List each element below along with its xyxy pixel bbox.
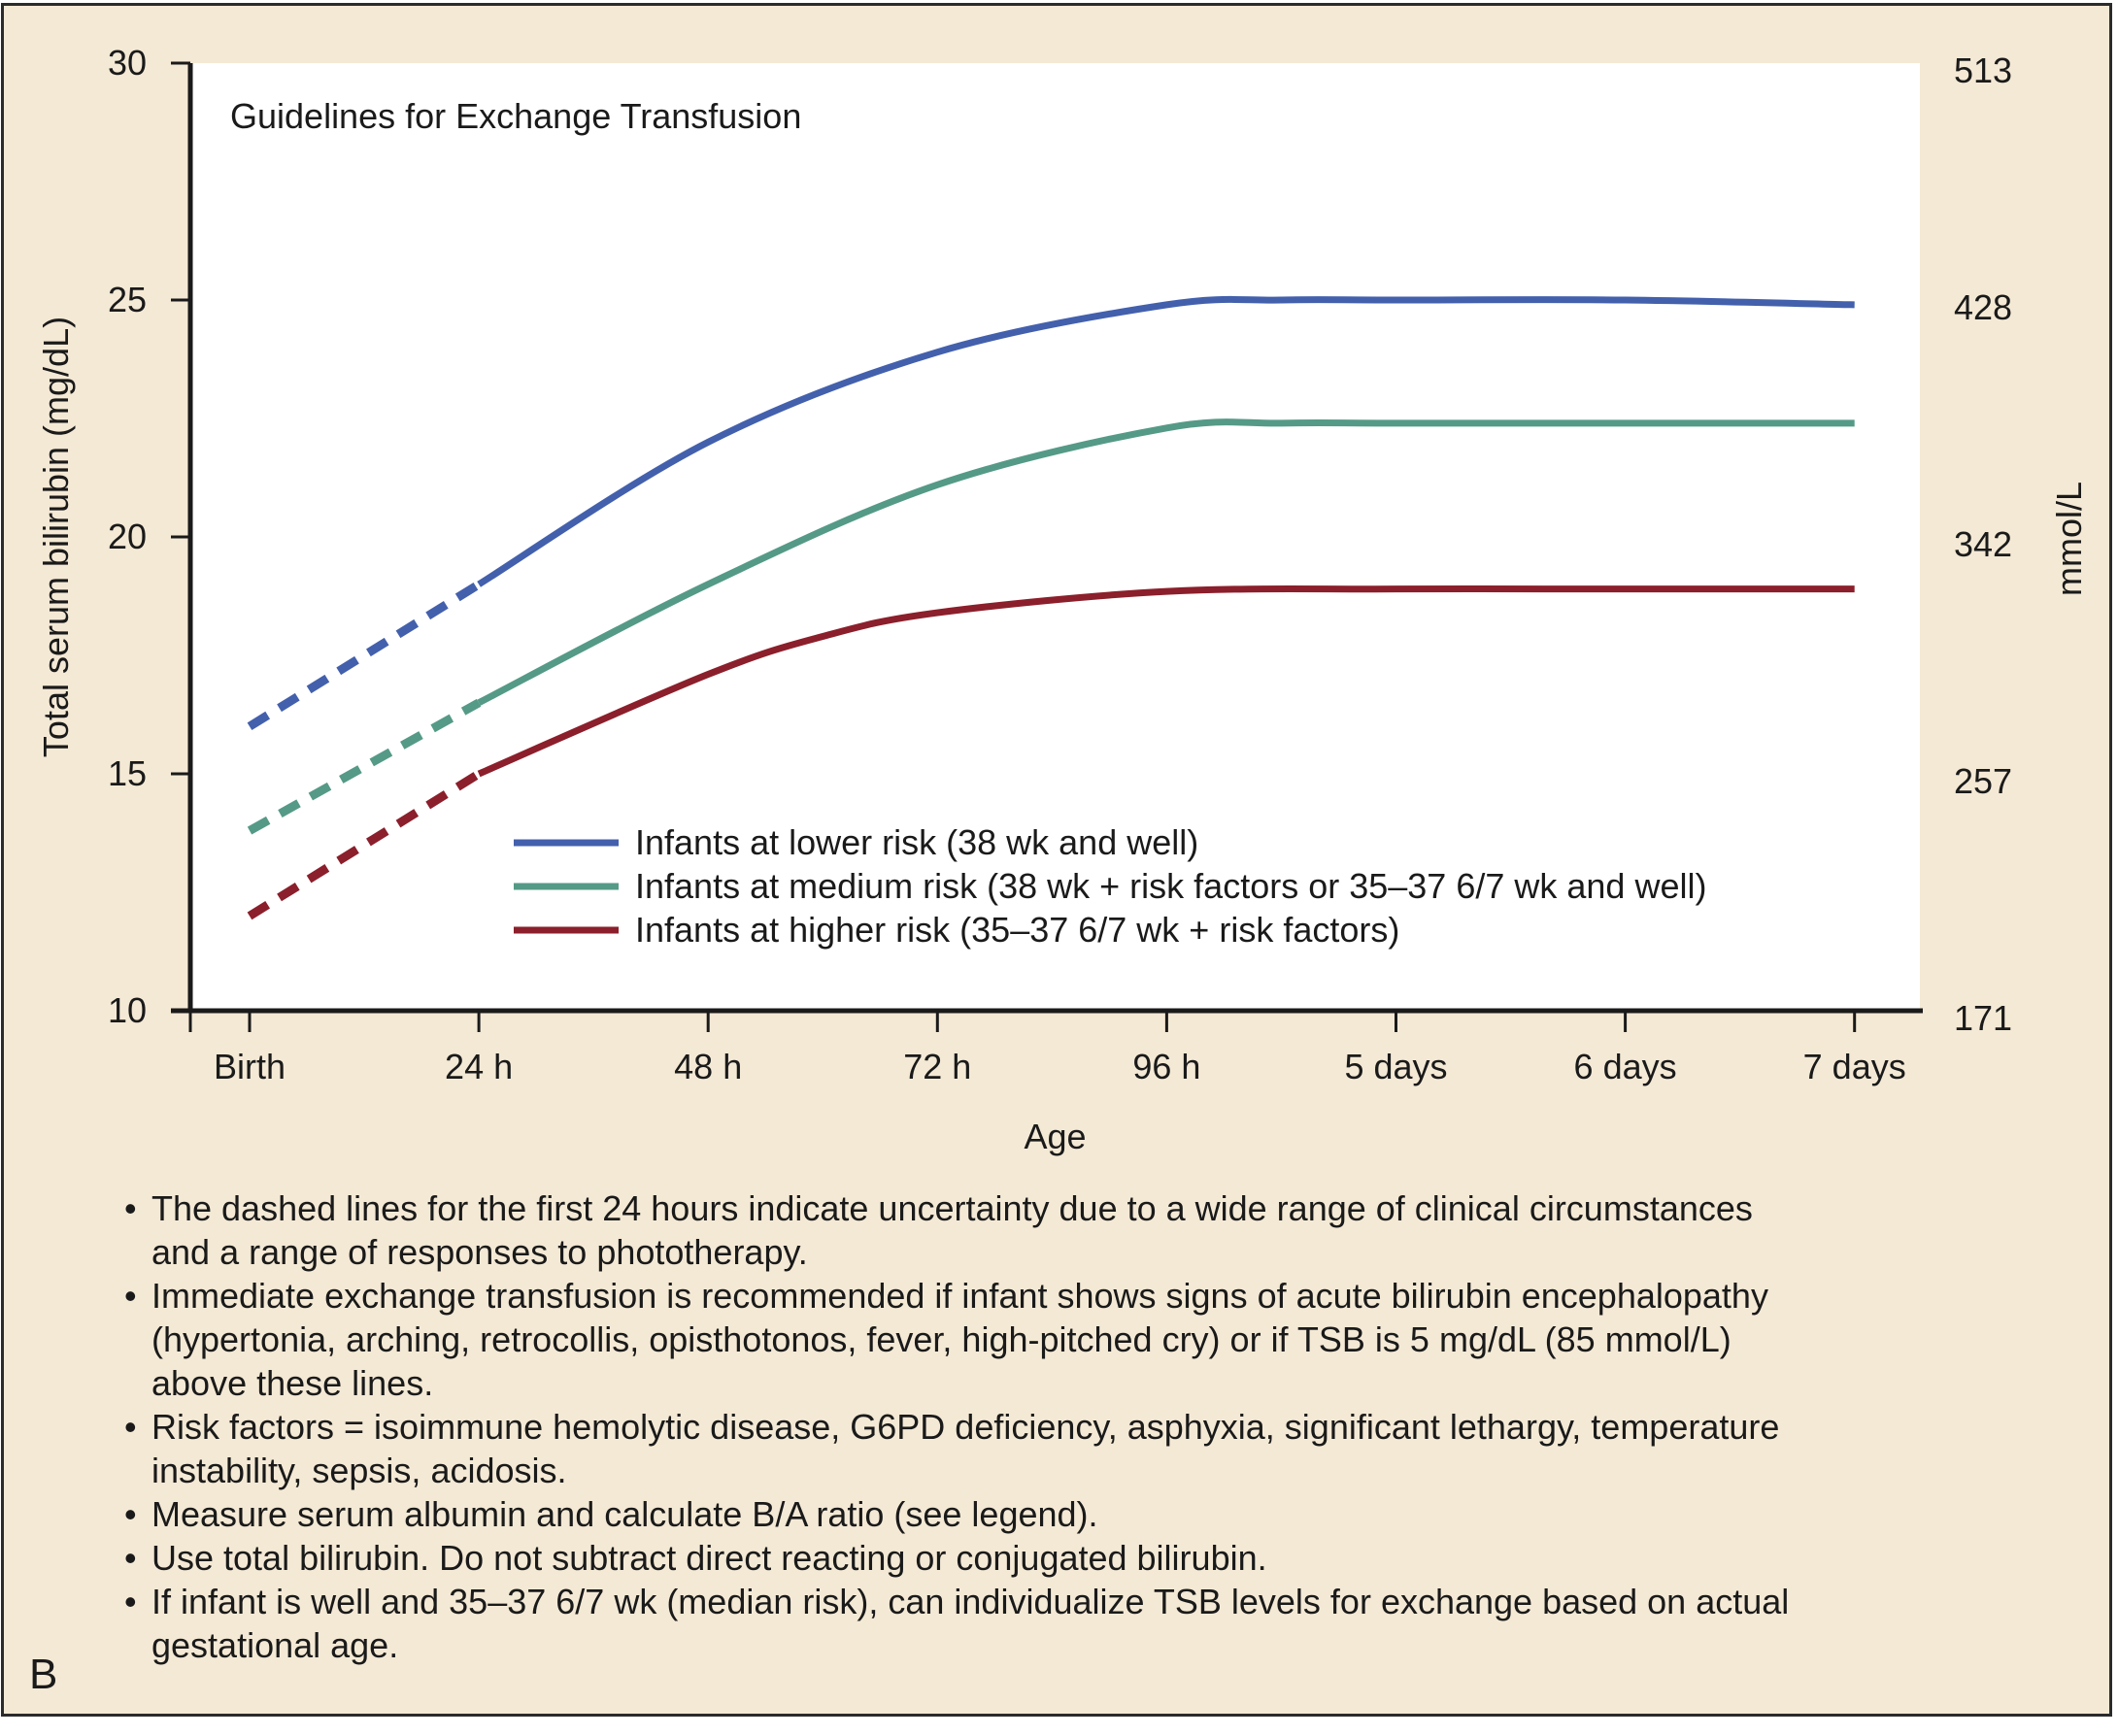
- plot-area: [190, 63, 1920, 1011]
- footnote-line: above these lines.: [151, 1363, 434, 1403]
- higher-risk-line: [477, 584, 1855, 778]
- footnote-item: • Risk factors = isoimmune hemolytic dise…: [124, 1405, 2028, 1492]
- legend: Infants at lower risk (38 wk and well)In…: [514, 822, 1706, 950]
- footnote-line: instability, sepsis, acidosis.: [151, 1451, 567, 1490]
- bullet-icon: •: [124, 1276, 137, 1316]
- x-tick-label: 48 h: [674, 1047, 742, 1086]
- y-right-tick-label: 171: [1954, 998, 2012, 1038]
- bullet-icon: •: [124, 1407, 137, 1447]
- chart-title: Guidelines for Exchange Transfusion: [230, 96, 801, 136]
- footnote-line: Immediate exchange transfusion is recomm…: [151, 1276, 1768, 1316]
- x-tick-label: 6 days: [1574, 1047, 1677, 1086]
- footnote-item: • Use total bilirubin. Do not subtract di…: [124, 1536, 2028, 1580]
- y-tick-label: 15: [108, 753, 147, 793]
- bullet-icon: •: [124, 1188, 137, 1228]
- footnote-line: gestational age.: [151, 1625, 399, 1665]
- bullet-icon: •: [124, 1538, 137, 1578]
- legend-label-lower-risk: Infants at lower risk (38 wk and well): [635, 822, 1198, 862]
- footnote-item: • The dashed lines for the first 24 hours…: [124, 1186, 2028, 1274]
- y-tick-label: 25: [108, 280, 147, 319]
- bullet-icon: •: [124, 1582, 137, 1621]
- y-tick-label: 10: [108, 990, 147, 1030]
- footnote-line: Use total bilirubin. Do not subtract dir…: [151, 1538, 1267, 1578]
- y-right-tick-label: 513: [1954, 50, 2012, 90]
- legend-label-higher-risk: Infants at higher risk (35–37 6/7 wk + r…: [635, 910, 1399, 950]
- footnote-item: • Measure serum albumin and calculate B/A…: [124, 1492, 2028, 1536]
- footnote-line: The dashed lines for the first 24 hours …: [151, 1188, 1753, 1228]
- footnote-line: Measure serum albumin and calculate B/A …: [151, 1494, 1098, 1534]
- higher-risk-dashed-line: [247, 770, 482, 920]
- footnote-item: • Immediate exchange transfusion is recom…: [124, 1274, 2028, 1405]
- x-tick-label: 96 h: [1132, 1047, 1200, 1086]
- x-tick-label: 24 h: [445, 1047, 513, 1086]
- panel-letter: B: [29, 1651, 58, 1698]
- footnote-item: • If infant is well and 35–37 6/7 wk (med…: [124, 1580, 2028, 1667]
- y-tick-label: 20: [108, 517, 147, 556]
- footnote-line: Risk factors = isoimmune hemolytic disea…: [151, 1407, 1780, 1447]
- legend-label-medium-risk: Infants at medium risk (38 wk + risk fac…: [635, 866, 1706, 906]
- y-right-tick-label: 342: [1954, 524, 2012, 564]
- x-tick-label: 7 days: [1803, 1047, 1906, 1086]
- y-tick-label: 30: [108, 43, 147, 83]
- medium-risk-line: [477, 418, 1855, 706]
- footnote-line: If infant is well and 35–37 6/7 wk (medi…: [151, 1582, 1790, 1621]
- lower-risk-dashed-line: [247, 580, 482, 731]
- footnote-line: (hypertonia, arching, retrocollis, opist…: [151, 1319, 1731, 1359]
- y-right-tick-label: 428: [1954, 287, 2012, 327]
- y-axis-label: Total serum bilirubin (mg/dL): [36, 317, 76, 757]
- x-axis-label: Age: [1024, 1117, 1086, 1156]
- footnotes: • The dashed lines for the first 24 hours…: [124, 1186, 2028, 1667]
- x-tick-label: 72 h: [903, 1047, 971, 1086]
- lower-risk-line: [477, 295, 1855, 587]
- y-right-tick-label: 257: [1954, 761, 2012, 801]
- x-tick-label: 5 days: [1344, 1047, 1447, 1086]
- bullet-icon: •: [124, 1494, 137, 1534]
- y-axis-label-right: mmol/L: [2049, 482, 2089, 596]
- x-tick-label: Birth: [214, 1047, 286, 1086]
- footnote-line: and a range of responses to phototherapy…: [151, 1232, 808, 1272]
